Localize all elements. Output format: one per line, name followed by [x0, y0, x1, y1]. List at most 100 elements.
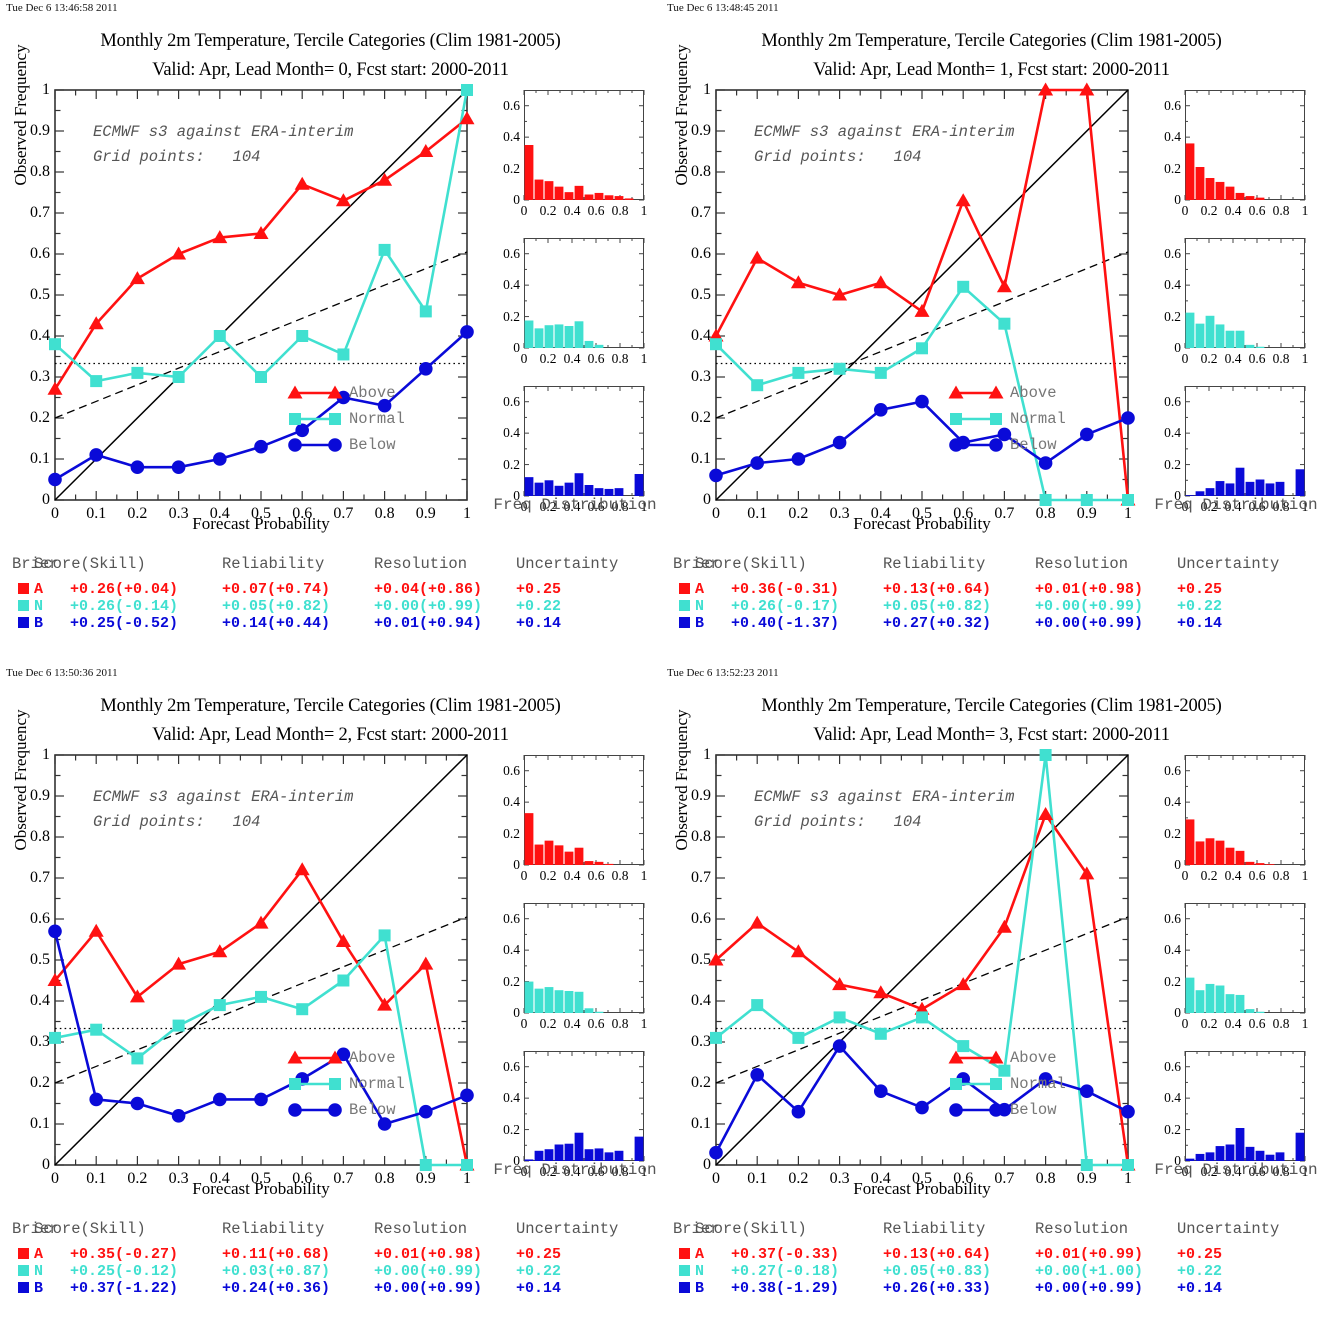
- histogram-bar: [604, 1152, 614, 1161]
- histogram-x-tick: 0.4: [563, 1164, 581, 1179]
- histogram-bar: [1185, 819, 1195, 865]
- histogram-below: 0 0.2 0.4 0.6 0 0.2 0.4 0.6 0.8 1: [503, 1051, 647, 1179]
- histogram-bar: [544, 987, 554, 1013]
- data-point-marker: [460, 325, 474, 339]
- histogram-bars: [1184, 755, 1306, 866]
- data-point-marker: [461, 1159, 473, 1171]
- data-point-marker: [1121, 1104, 1135, 1119]
- data-point-marker: [171, 956, 187, 970]
- data-point-marker: [255, 990, 267, 1003]
- histogram-bar: [574, 321, 584, 348]
- score-row: N +0.25(-0.12) +0.03(+0.87) +0.00(+0.99) +0.…: [4, 1263, 659, 1280]
- histogram-y-tick: 0.4: [1164, 1090, 1181, 1106]
- score-header-0: Brier: [673, 555, 720, 573]
- y-axis-tick-label: 0.9: [30, 122, 50, 139]
- data-point-marker: [288, 1103, 302, 1117]
- score-resolution: +0.04(+0.86): [374, 581, 483, 598]
- y-axis-tick-label: 0.5: [30, 286, 50, 303]
- data-point-marker: [1038, 82, 1054, 96]
- data-point-marker: [461, 84, 473, 96]
- data-point-marker: [874, 1084, 888, 1098]
- data-point-marker: [47, 973, 63, 986]
- data-point-marker: [1038, 456, 1053, 470]
- score-header-1: Score(Skill): [695, 555, 807, 573]
- histogram-x-tick: 0.8: [611, 1016, 629, 1031]
- histogram-x-tick: 0.6: [1248, 868, 1266, 883]
- data-point-marker: [328, 438, 342, 452]
- score-category-label: B: [34, 1280, 44, 1297]
- histogram-bar: [1245, 861, 1255, 865]
- data-point-marker: [792, 366, 805, 379]
- histogram-y-tick: 0.2: [503, 160, 520, 176]
- histogram-x-tick: 0.4: [563, 499, 581, 514]
- histogram-bar: [594, 192, 604, 200]
- histogram-bar: [574, 847, 584, 865]
- histogram-bar: [1195, 491, 1205, 496]
- histogram-y-tick: 0.6: [503, 1058, 520, 1074]
- histogram-frame: [524, 755, 644, 865]
- data-point-marker: [989, 438, 1003, 452]
- data-point-marker: [949, 1103, 963, 1117]
- histogram-x-tick: 1: [640, 203, 648, 218]
- legend-label-above: Above: [1010, 1049, 1057, 1067]
- score-resolution: +0.01(+0.98): [1035, 581, 1144, 598]
- histogram-y-tick: 0.6: [503, 762, 520, 778]
- histogram-y-tick: 0.4: [1164, 942, 1181, 958]
- histogram-bar: [1215, 1146, 1225, 1161]
- score-row: B +0.25(-0.52) +0.14(+0.44) +0.01(+0.94) +0.…: [4, 615, 659, 632]
- histogram-bars: [523, 238, 645, 349]
- panel-lead-month-2: Tue Dec 6 13:50:36 2011 Monthly 2m Temper…: [0, 665, 661, 1330]
- score-row: B +0.40(-1.37) +0.27(+0.32) +0.00(+0.99) +0.…: [665, 615, 1320, 632]
- histogram-bar: [1235, 1128, 1245, 1161]
- x-axis-tick-label: 0.2: [127, 505, 148, 522]
- score-uncertainty: +0.22: [1177, 598, 1223, 615]
- score-category-label: B: [695, 1280, 705, 1297]
- histogram-x-tick: 0: [1181, 203, 1189, 218]
- data-point-marker: [171, 1109, 186, 1123]
- histogram-bar: [1195, 167, 1205, 200]
- histogram-x-tick: 0.4: [563, 203, 581, 218]
- data-point-marker: [337, 974, 350, 987]
- panel-lead-month-0: Tue Dec 6 13:46:58 2011 Monthly 2m Temper…: [0, 0, 661, 665]
- histogram-y-tick: 0.2: [1164, 1121, 1181, 1137]
- x-axis-tick-label: 0.2: [788, 1170, 809, 1187]
- histogram-bar: [1195, 1153, 1205, 1161]
- histogram-x-tick: 0: [1181, 1164, 1189, 1179]
- histogram-x-tick: 0.6: [1248, 351, 1266, 366]
- histogram-y-tick: 0: [1174, 192, 1181, 207]
- histogram-x-tick: 0: [1181, 499, 1189, 514]
- histogram-bar: [584, 861, 594, 865]
- score-category-label: N: [695, 598, 705, 615]
- histogram-bar: [1195, 990, 1205, 1013]
- score-category-label: A: [695, 581, 705, 598]
- histogram-x-tick: 0.2: [1200, 499, 1218, 514]
- data-point-marker: [832, 287, 848, 301]
- frequency-distribution-caption: Freq Distribution: [493, 496, 657, 514]
- histogram-x-tick: 0.2: [539, 1164, 557, 1179]
- histogram-x-tick: 1: [1301, 868, 1309, 883]
- histogram-above: 0 0.2 0.4 0.6 0 0.2 0.4 0.6 0.8 1: [1164, 90, 1308, 218]
- x-axis-tick-label: 0.3: [168, 1170, 189, 1187]
- histogram-y-tick: 0.4: [503, 129, 520, 145]
- histogram-bar: [614, 488, 624, 496]
- data-point-marker: [89, 1092, 103, 1107]
- histogram-x-tick: 0.4: [563, 351, 581, 366]
- data-point-marker: [1039, 749, 1052, 761]
- histogram-bar: [1235, 330, 1245, 348]
- histogram-bar: [1215, 481, 1225, 496]
- score-row: N +0.27(-0.18) +0.05(+0.83) +0.00(+1.00) +0.…: [665, 1263, 1320, 1280]
- y-axis-tick-label: 0.3: [691, 1033, 711, 1050]
- score-brier: +0.35(-0.27): [70, 1246, 179, 1263]
- panel-title-line2: Valid: Apr, Lead Month= 1, Fcst start: 2…: [813, 60, 1170, 80]
- data-point-marker: [459, 111, 475, 125]
- panel-title-line1: Monthly 2m Temperature, Tercile Categori…: [100, 31, 561, 51]
- score-row: B +0.38(-1.29) +0.26(+0.33) +0.00(+0.99) +0.…: [665, 1280, 1320, 1297]
- data-point-marker: [996, 279, 1012, 293]
- data-point-marker: [377, 1117, 392, 1131]
- y-axis-tick-label: 0.4: [30, 327, 50, 344]
- y-axis-tick-label: 0: [703, 491, 711, 508]
- histogram-bar: [624, 198, 634, 200]
- histogram-bar: [1205, 488, 1215, 496]
- score-reliability: +0.05(+0.83): [883, 1263, 992, 1280]
- histogram-bars: [523, 90, 645, 201]
